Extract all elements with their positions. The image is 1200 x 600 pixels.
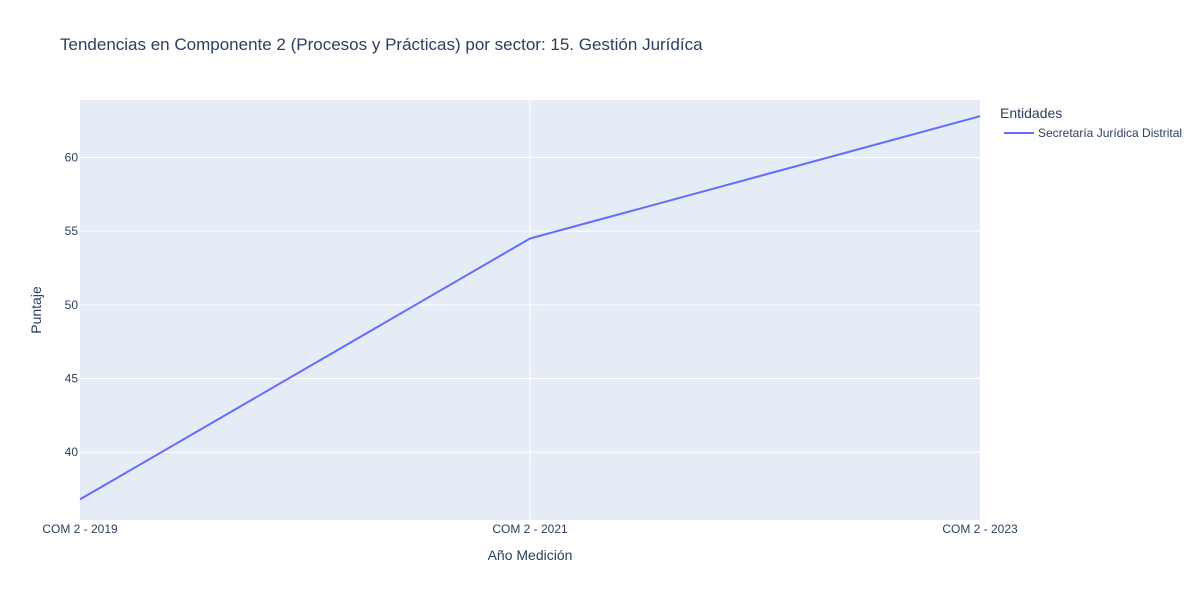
legend-items: Secretaría Jurídica Distrital	[1004, 126, 1182, 140]
x-tick-label: COM 2 - 2019	[42, 522, 118, 536]
gridlines	[80, 100, 980, 520]
y-axis-ticks: 40 45 50 55 60	[65, 150, 79, 459]
x-tick-label: COM 2 - 2023	[942, 522, 1018, 536]
series-layer	[79, 115, 981, 501]
x-axis-ticks: COM 2 - 2019 COM 2 - 2021 COM 2 - 2023	[42, 522, 1018, 536]
y-axis-title: Puntaje	[28, 286, 44, 334]
legend: Entidades Secretaría Jurídica Distrital	[1000, 105, 1182, 140]
legend-title: Entidades	[1000, 105, 1062, 121]
y-tick-label: 45	[65, 372, 79, 386]
y-tick-label: 55	[65, 224, 79, 238]
series-line	[79, 115, 981, 501]
x-tick-label: COM 2 - 2021	[492, 522, 568, 536]
x-axis-title: Año Medición	[488, 547, 573, 563]
y-tick-label: 50	[65, 298, 79, 312]
y-tick-label: 40	[65, 445, 79, 459]
y-tick-label: 60	[65, 150, 79, 164]
chart-title: Tendencias en Componente 2 (Procesos y P…	[60, 35, 703, 54]
legend-label: Secretaría Jurídica Distrital	[1038, 126, 1182, 140]
